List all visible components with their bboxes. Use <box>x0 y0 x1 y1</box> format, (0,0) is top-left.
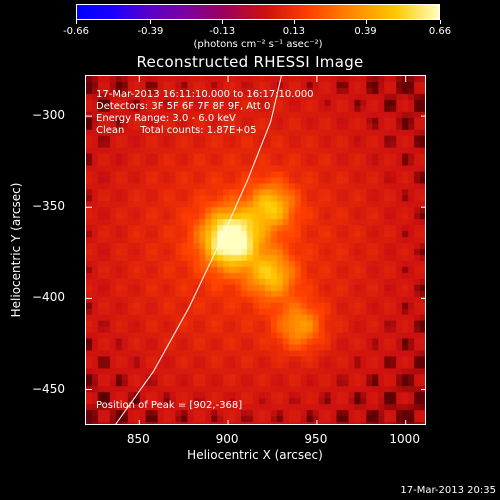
solar-limb-curve <box>115 76 282 424</box>
annotation-detectors: Detectors: 3F 5F 6F 7F 8F 9F, Att 0 <box>96 101 271 112</box>
colorbar-tick-label: -0.13 <box>209 26 236 37</box>
annotation-peak-position: Position of Peak = [902,-368] <box>96 400 243 411</box>
colorbar-tick <box>440 20 441 24</box>
colorbar-tick <box>222 20 224 24</box>
x-tick-label: 850 <box>126 432 150 446</box>
y-tick-label: −350 <box>32 199 65 214</box>
colorbar-tick-label: 0.39 <box>354 26 377 37</box>
colorbar-tick-label: 0.66 <box>428 26 452 37</box>
colorbar <box>76 4 440 20</box>
y-tick-label: −300 <box>32 108 65 123</box>
rhessi-image-plot: 17-Mar-2013 16:11:10.000 to 16:17:10.000… <box>85 75 426 425</box>
plot-title: Reconstructed RHESSI Image <box>136 53 364 71</box>
x-axis-label: Heliocentric X (arcsec) <box>187 448 323 462</box>
colorbar-tick <box>76 20 77 24</box>
colorbar-tick-label: 0.13 <box>282 26 305 37</box>
colorbar-tick-label: -0.66 <box>63 26 89 37</box>
y-axis-label: Heliocentric Y (arcsec) <box>9 182 23 318</box>
colorbar-tick <box>150 20 152 24</box>
annotation-energy-range: Energy Range: 3.0 - 6.0 keV <box>96 113 236 124</box>
annotation-time-range: 17-Mar-2013 16:11:10.000 to 16:17:10.000 <box>96 89 314 100</box>
y-tick-label: −400 <box>32 290 65 305</box>
colorbar-unit-label: (photons cm⁻² s⁻¹ asec⁻²) <box>193 39 323 50</box>
annotation-clean-counts: Clean Total counts: 1.87E+05 <box>96 125 257 136</box>
y-tick-label: −450 <box>32 381 65 396</box>
colorbar-tick-label: -0.39 <box>137 26 164 37</box>
colorbar-tick <box>365 20 367 24</box>
colorbar-tick <box>293 20 295 24</box>
plot-overlay <box>86 76 425 424</box>
timestamp: 17-Mar-2013 20:35 <box>400 485 496 496</box>
x-tick-label: 1000 <box>389 432 420 446</box>
heatmap-image <box>86 76 425 424</box>
x-tick-label: 950 <box>304 432 328 446</box>
x-tick-label: 900 <box>215 432 239 446</box>
